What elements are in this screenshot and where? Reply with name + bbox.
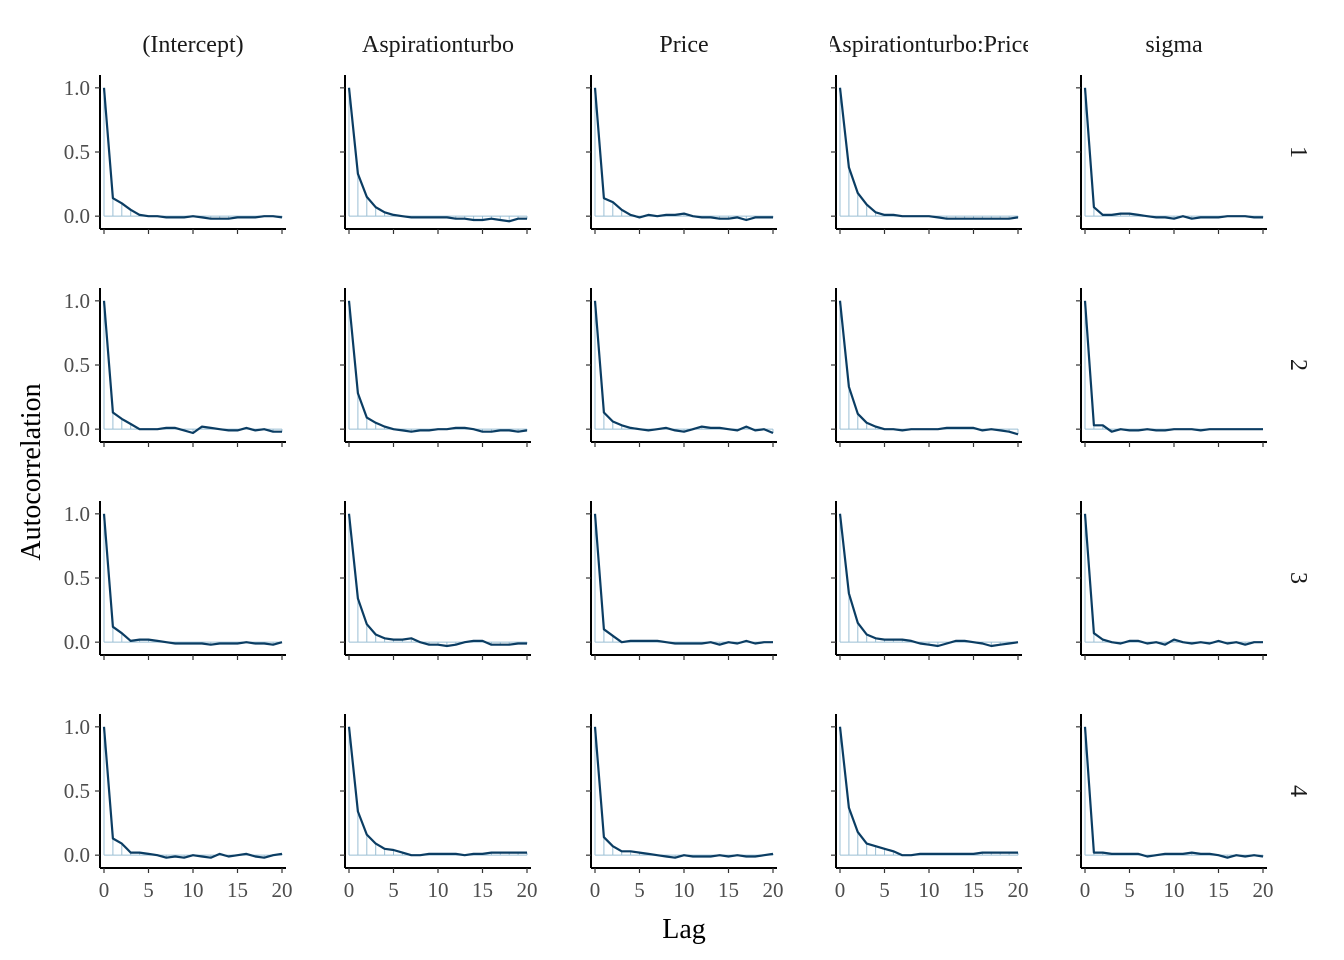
x-tick-label: 0 xyxy=(590,878,601,902)
x-tick-label: 15 xyxy=(718,878,739,902)
y-tick-label: 0.0 xyxy=(64,204,90,228)
facet-row-label: 1 xyxy=(1285,146,1311,158)
x-tick-label: 0 xyxy=(344,878,355,902)
facet-column-title: Aspirationturbo:Price xyxy=(825,32,1033,58)
x-tick-label: 15 xyxy=(963,878,984,902)
acf-panel: 0 5 10 15 20 xyxy=(1076,714,1274,902)
x-tick-label: 5 xyxy=(388,878,399,902)
acf-panel xyxy=(831,75,1022,234)
acf-series-line xyxy=(102,87,283,220)
y-tick-label: 0.5 xyxy=(64,566,90,590)
x-tick-label: 10 xyxy=(674,878,695,902)
acf-series-line xyxy=(838,726,1018,857)
acf-panel: 0 5 10 15 20 xyxy=(586,714,784,902)
x-tick-label: 20 xyxy=(763,878,784,902)
x-tick-label: 5 xyxy=(1124,878,1135,902)
x-tick-label: 20 xyxy=(1008,878,1029,902)
acf-panel xyxy=(340,75,531,234)
y-tick-label: 0.5 xyxy=(64,779,90,803)
facet-column-title: (Intercept) xyxy=(142,32,243,58)
acf-series-line xyxy=(102,726,283,859)
x-tick-label: 10 xyxy=(428,878,449,902)
facet-column-title: sigma xyxy=(1145,32,1203,58)
facet-row-label: 4 xyxy=(1285,785,1311,797)
acf-panel: 0 5 10 15 20 xyxy=(831,714,1029,902)
x-tick-label: 15 xyxy=(472,878,493,902)
acf-panel xyxy=(586,75,777,234)
acf-panel: 0.0 0.5 1.0 0 5 10 15 20 xyxy=(64,714,293,902)
facet-column-title: Aspirationturbo xyxy=(362,32,514,58)
x-axis-title: Lag xyxy=(662,914,706,945)
acf-series-line xyxy=(1083,300,1263,433)
x-tick-label: 15 xyxy=(1208,878,1229,902)
y-tick-label: 0.5 xyxy=(64,353,90,377)
acf-series-line xyxy=(347,300,528,433)
acf-panel: 0.0 0.5 1.0 xyxy=(64,501,286,660)
y-tick-label: 1.0 xyxy=(64,715,90,739)
x-tick-label: 10 xyxy=(183,878,204,902)
x-tick-label: 10 xyxy=(919,878,940,902)
x-tick-label: 10 xyxy=(1164,878,1185,902)
acf-series-line xyxy=(838,300,1019,436)
y-tick-label: 0.0 xyxy=(64,843,90,867)
acf-series-line xyxy=(347,726,527,857)
acf-panel xyxy=(340,288,531,447)
x-tick-label: 20 xyxy=(272,878,293,902)
acf-panel: 0.0 0.5 1.0 xyxy=(64,288,286,447)
acf-panel xyxy=(586,288,777,447)
acf-panel xyxy=(1076,501,1267,660)
acf-series-line xyxy=(593,513,773,646)
acf-series-line xyxy=(1083,726,1264,859)
acf-panel xyxy=(831,288,1022,447)
x-tick-label: 5 xyxy=(634,878,645,902)
y-tick-label: 1.0 xyxy=(64,76,90,100)
facet-column-title: Price xyxy=(659,32,708,58)
acf-series-line xyxy=(593,87,773,222)
acf-series-line xyxy=(838,513,1019,648)
x-tick-label: 0 xyxy=(1080,878,1091,902)
x-tick-label: 0 xyxy=(99,878,110,902)
y-tick-label: 1.0 xyxy=(64,502,90,526)
acf-series-line xyxy=(102,513,283,646)
acf-series-line xyxy=(593,726,774,859)
acf-series-line xyxy=(838,87,1019,220)
acf-panel xyxy=(1076,288,1267,447)
facet-row-label: 3 xyxy=(1285,572,1311,584)
y-tick-label: 0.0 xyxy=(64,417,90,441)
acf-series-line xyxy=(347,87,527,223)
x-tick-label: 0 xyxy=(835,878,846,902)
acf-panel xyxy=(1076,75,1267,234)
x-tick-label: 5 xyxy=(143,878,154,902)
y-tick-label: 0.0 xyxy=(64,630,90,654)
acf-series-line xyxy=(1083,513,1263,646)
acf-panel: 0.0 0.5 1.0 xyxy=(64,75,286,234)
y-tick-label: 0.5 xyxy=(64,140,90,164)
x-tick-label: 5 xyxy=(879,878,890,902)
x-tick-label: 20 xyxy=(1253,878,1274,902)
acf-series-line xyxy=(593,300,774,435)
acf-panel xyxy=(831,501,1022,660)
facet-row-label: 2 xyxy=(1285,359,1311,371)
y-axis-title: Autocorrelation xyxy=(16,383,47,560)
acf-series-line xyxy=(102,300,282,435)
x-tick-label: 15 xyxy=(227,878,248,902)
acf-series-line xyxy=(347,513,527,648)
x-tick-label: 20 xyxy=(517,878,538,902)
y-tick-label: 1.0 xyxy=(64,289,90,313)
acf-series-line xyxy=(1083,87,1263,220)
acf-panel: 0 5 10 15 20 xyxy=(340,714,538,902)
acf-panel xyxy=(586,501,777,660)
acf-panel xyxy=(340,501,531,660)
